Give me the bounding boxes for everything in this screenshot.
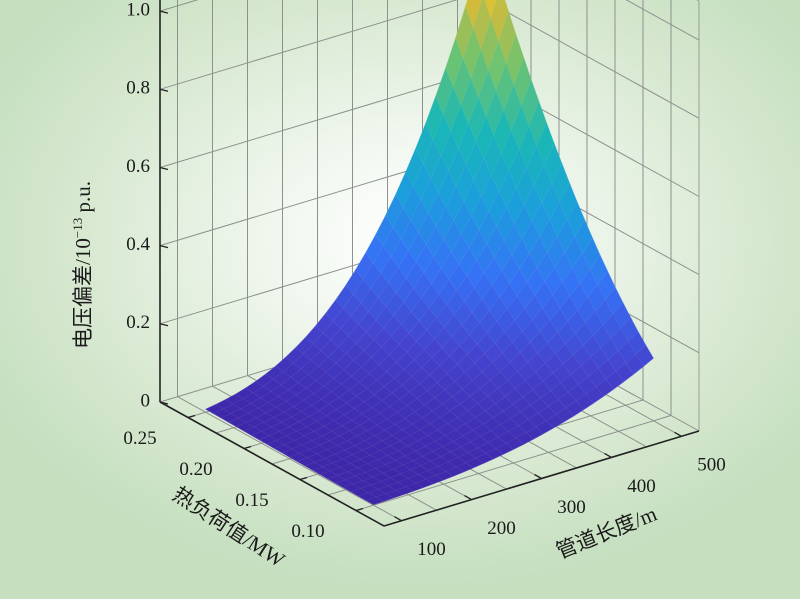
- mesh-line: [266, 122, 547, 445]
- z-tick-label: 1.0: [126, 0, 150, 20]
- mesh-line: [296, 201, 578, 462]
- y-tick-mark: [299, 476, 308, 481]
- grid-line: [159, 72, 476, 168]
- surface-patch: [365, 496, 385, 506]
- x-tick-mark: [534, 473, 542, 480]
- mesh-line: [289, 182, 570, 458]
- mesh-line: [342, 302, 624, 488]
- z-tick-mark: [159, 323, 169, 327]
- mesh-line: [258, 101, 540, 441]
- surface-mesh: [204, 0, 654, 506]
- mesh-line: [385, 215, 554, 429]
- x-tick-label: 100: [417, 539, 446, 560]
- z-tick-label: 0: [141, 390, 151, 411]
- z-tick-mark: [159, 10, 169, 14]
- grid-line: [355, 415, 672, 511]
- tick-labels: 100 200 300 400 500 0.10 0.15 0.20 0.25 0 0.2 0.4 0.…: [123, 0, 725, 560]
- mesh-line: [235, 34, 517, 427]
- mesh-line: [325, 313, 494, 460]
- mesh-line: [235, 393, 404, 495]
- y-tick-mark: [187, 414, 196, 419]
- y-axis-line: [159, 401, 385, 527]
- y-tick-mark: [355, 507, 364, 512]
- x-tick-mark: [464, 495, 472, 501]
- mesh-line: [395, 194, 564, 423]
- x-tick-label: 200: [487, 518, 516, 539]
- mesh-line: [245, 387, 414, 492]
- mesh-line: [212, 0, 483, 414]
- x-tick-label: 400: [627, 476, 656, 497]
- z-axis-label-exponent: −13: [70, 218, 85, 238]
- mesh-line: [265, 373, 434, 485]
- mesh-line: [243, 57, 524, 432]
- mesh-line: [365, 344, 647, 501]
- mesh-line: [484, 0, 644, 367]
- mesh-line: [375, 234, 544, 435]
- z-tick-label: 0.8: [126, 78, 150, 99]
- z-axis-label-unit: p.u.: [71, 181, 95, 218]
- mesh-line: [312, 237, 593, 471]
- grid-line: [625, 0, 700, 41]
- y-tick-label: 0.15: [235, 490, 268, 511]
- z-tick-mark: [159, 88, 169, 92]
- x-tick-label: 300: [557, 497, 586, 518]
- z-tick-mark: [159, 401, 169, 405]
- x-tick-mark: [674, 431, 682, 437]
- mesh-line: [465, 6, 634, 375]
- z-tick-mark: [159, 166, 169, 171]
- mesh-line: [228, 10, 509, 423]
- mesh-line: [274, 143, 555, 449]
- z-tick-label: 0.6: [126, 156, 150, 177]
- mesh-line: [304, 219, 586, 467]
- mesh-line: [350, 317, 631, 493]
- x-tick-label: 500: [697, 455, 726, 476]
- x-tick-mark: [394, 516, 402, 522]
- mesh-line: [435, 96, 604, 397]
- x-tick-mark: [604, 452, 612, 458]
- tick-marks: [159, 0, 700, 527]
- mesh-line: [251, 79, 532, 436]
- mesh-line: [275, 365, 444, 481]
- mesh-line: [205, 0, 468, 410]
- mesh-line: [255, 381, 424, 488]
- mesh-line: [365, 252, 534, 440]
- mesh-line: [315, 325, 484, 464]
- grid-line: [484, 0, 700, 119]
- y-tick-label: 0.20: [179, 459, 212, 480]
- mesh-line: [285, 357, 454, 477]
- mesh-line: [220, 0, 498, 419]
- z-axis-label-main: 电压偏差/10: [71, 238, 95, 349]
- mesh-line: [455, 37, 624, 383]
- mesh-line: [415, 148, 584, 411]
- y-tick-label: 0.10: [291, 521, 324, 542]
- y-tick-mark: [243, 445, 252, 450]
- mesh-line: [345, 285, 514, 450]
- mesh-line: [358, 331, 639, 497]
- mesh-line: [205, 408, 374, 505]
- mesh-line: [215, 404, 384, 502]
- mesh-line: [445, 68, 614, 390]
- z-tick-label: 0.4: [126, 234, 150, 255]
- mesh-line: [225, 399, 394, 499]
- mesh-line: [327, 271, 608, 480]
- grid-line: [159, 0, 458, 90]
- y-axis-label: 热负荷值/MW: [168, 482, 289, 572]
- mesh-line: [335, 287, 616, 484]
- mesh-line: [281, 163, 563, 454]
- y-tick-label: 0.25: [123, 428, 156, 449]
- mesh-line: [335, 299, 504, 455]
- mesh-line: [295, 347, 464, 473]
- mesh-line: [405, 172, 574, 417]
- mesh-line: [425, 123, 594, 404]
- mesh-line: [319, 254, 601, 475]
- z-tick-label: 0.2: [126, 312, 150, 333]
- z-tick-mark: [159, 244, 169, 249]
- mesh-line: [504, 0, 654, 359]
- mesh-line: [355, 269, 524, 445]
- mesh-line: [305, 337, 474, 469]
- z-axis-label: 电压偏差/10−13 p.u.: [70, 181, 95, 349]
- mesh-line: [373, 357, 654, 505]
